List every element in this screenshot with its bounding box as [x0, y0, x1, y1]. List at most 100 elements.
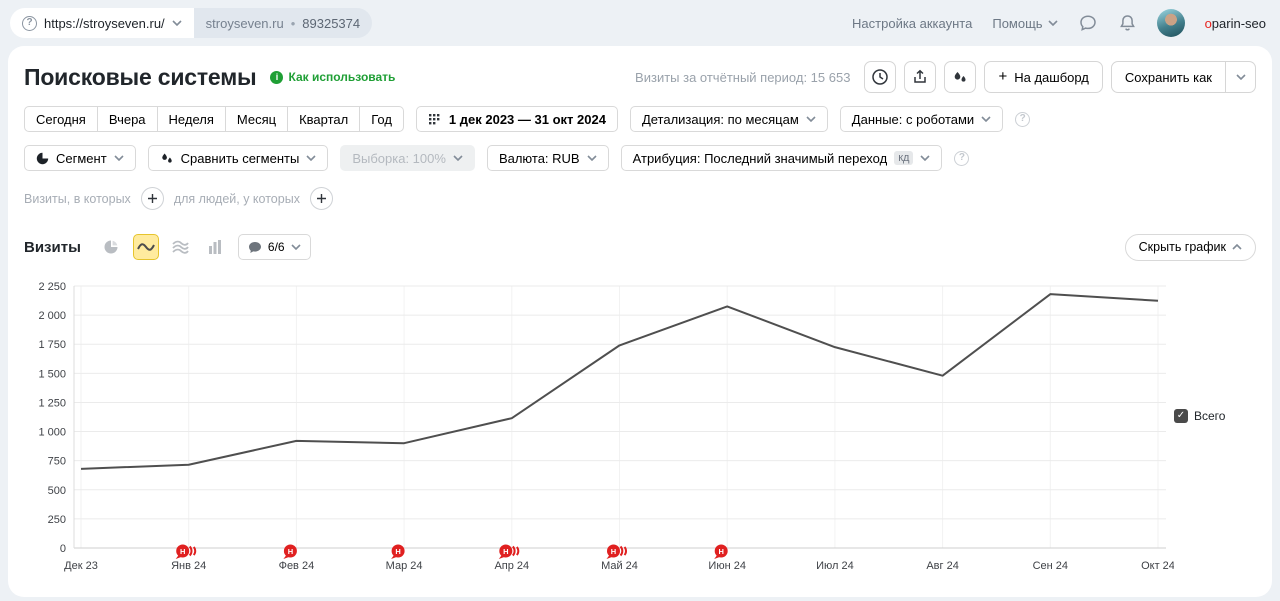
period-group: Сегодня Вчера Неделя Месяц Квартал Год: [24, 106, 404, 132]
save-as-label: Сохранить как: [1124, 69, 1212, 85]
user-menu[interactable]: oparin-seo: [1205, 16, 1266, 31]
svg-text:Н: Н: [395, 547, 400, 556]
period-button[interactable]: Год: [360, 106, 404, 132]
svg-text:250: 250: [48, 514, 66, 526]
svg-text:Авг 24: Авг 24: [926, 560, 958, 572]
svg-text:Дек 23: Дек 23: [64, 560, 98, 572]
counter-name: stroyseven.ru: [205, 15, 284, 31]
report-card: Поисковые системы i Как использовать Виз…: [8, 46, 1272, 597]
period-filter-row: Сегодня Вчера Неделя Месяц Квартал Год 1 дек …: [24, 106, 1256, 132]
svg-text:2 250: 2 250: [38, 281, 66, 293]
chat-icon[interactable]: [1078, 13, 1098, 33]
counter-status-icon: ?: [22, 15, 37, 31]
save-as-menu-button[interactable]: [1226, 61, 1256, 93]
add-user-condition-button[interactable]: [309, 187, 333, 210]
period-button[interactable]: Вчера: [97, 106, 158, 132]
clock-icon: [872, 69, 889, 85]
svg-text:Янв 24: Янв 24: [171, 560, 206, 572]
date-range-button[interactable]: 1 дек 2023 — 31 окт 2024: [415, 106, 618, 132]
svg-text:750: 750: [48, 456, 66, 468]
report-header: Поисковые системы i Как использовать Виз…: [24, 60, 1256, 94]
svg-text:1 750: 1 750: [38, 339, 66, 351]
sampling-dropdown: Выборка: 100%: [340, 145, 475, 171]
chevron-down-icon: [306, 155, 316, 161]
currency-dropdown[interactable]: Валюта: RUB: [486, 145, 609, 171]
chevron-down-icon: [981, 116, 991, 122]
how-to-use-link[interactable]: i Как использовать: [270, 70, 395, 84]
visits-chart[interactable]: 0 250 500 750 1 000 1 250 1 500 1 750 2 000 2 250…: [24, 272, 1174, 579]
account-settings-link[interactable]: Настройка аккаунта: [852, 16, 972, 31]
topbar: ? https://stroyseven.ru/ stroyseven.ru •…: [0, 0, 1280, 46]
chart-type-columns-button[interactable]: [203, 234, 229, 260]
export-button[interactable]: [904, 61, 937, 93]
plus-icon: [147, 194, 157, 203]
data-mode-dropdown[interactable]: Данные: с роботами: [839, 106, 1004, 132]
svg-text:2 000: 2 000: [38, 310, 66, 322]
labels-button[interactable]: [944, 61, 977, 93]
compare-segments-label: Сравнить сегменты: [180, 150, 300, 166]
segment-dropdown[interactable]: Сегмент: [24, 145, 136, 171]
chevron-down-icon: [806, 116, 816, 122]
svg-text:Н: Н: [288, 547, 293, 556]
svg-text:Окт 24: Окт 24: [1141, 560, 1174, 572]
info-icon: i: [270, 70, 284, 84]
compare-segments-dropdown[interactable]: Сравнить сегменты: [147, 145, 329, 171]
add-to-dashboard-button[interactable]: + На дашборд: [984, 61, 1103, 93]
period-button[interactable]: Неделя: [157, 106, 226, 132]
compare-drops-icon: [161, 153, 172, 163]
add-visit-condition-button[interactable]: [140, 187, 164, 210]
avatar[interactable]: [1156, 9, 1185, 37]
help-menu[interactable]: Помощь: [992, 16, 1058, 31]
svg-text:0: 0: [60, 543, 66, 555]
counter-switcher[interactable]: ? https://stroyseven.ru/ stroyseven.ru •…: [10, 8, 373, 38]
chevron-down-icon: [291, 244, 301, 250]
calendar-grid-icon: [428, 113, 440, 124]
svg-text:Н: Н: [611, 547, 616, 556]
help-question-icon[interactable]: ?: [1015, 111, 1031, 127]
hide-chart-button[interactable]: Скрыть график: [1124, 233, 1256, 261]
user-initial: o: [1204, 15, 1212, 31]
save-as-split-button: Сохранить как: [1110, 61, 1256, 93]
chart-area: 0 250 500 750 1 000 1 250 1 500 1 750 2 000 2 250…: [24, 272, 1256, 579]
account-settings-label: Настройка аккаунта: [852, 15, 973, 31]
chevron-down-icon: [920, 155, 930, 161]
user-name: parin-seo: [1211, 15, 1266, 31]
help-question-icon[interactable]: ?: [954, 150, 970, 166]
add-to-dashboard-label: На дашборд: [1014, 69, 1089, 85]
svg-text:Сен 24: Сен 24: [1033, 560, 1068, 572]
chart-legend: ✓ Всего: [1174, 272, 1256, 579]
period-button[interactable]: Квартал: [288, 106, 361, 132]
chart-type-line-button[interactable]: [132, 234, 159, 260]
chart-controls: Визиты 6/6 Скрыть график: [24, 233, 1256, 261]
detail-dropdown[interactable]: Детализация: по месяцам: [629, 106, 828, 132]
notifications-bell-icon[interactable]: [1118, 13, 1137, 33]
history-clock-button[interactable]: [864, 61, 897, 93]
legend-checkbox[interactable]: ✓: [1174, 408, 1188, 423]
visits-summary: Визиты за отчётный период: 15 653: [635, 69, 851, 85]
chart-type-pie-button[interactable]: [98, 234, 124, 260]
attribution-label: Атрибуция: Последний значимый переход: [632, 150, 888, 166]
chevron-down-icon: [172, 20, 182, 26]
svg-text:Май 24: Май 24: [601, 560, 638, 572]
chart-type-area-button[interactable]: [168, 234, 194, 260]
counter-url: https://stroyseven.ru/: [44, 15, 165, 31]
period-button[interactable]: Сегодня: [24, 106, 98, 132]
svg-text:1 500: 1 500: [38, 368, 66, 380]
stacked-area-icon: [172, 240, 190, 254]
counter-info-segment[interactable]: stroyseven.ru • 89325374: [193, 8, 373, 38]
line-chart-icon: [136, 243, 155, 251]
svg-text:Апр 24: Апр 24: [494, 560, 529, 572]
visits-in-which-label: Визиты, в которых: [24, 191, 131, 206]
svg-text:1 250: 1 250: [38, 397, 66, 409]
svg-text:Июл 24: Июл 24: [816, 560, 854, 572]
sampling-label: Выборка: 100%: [352, 150, 446, 166]
data-mode-label: Данные: с роботами: [851, 111, 975, 127]
column-chart-icon: [208, 240, 221, 254]
topbar-right: Настройка аккаунта Помощь oparin-seo: [852, 9, 1266, 37]
period-button[interactable]: Месяц: [225, 106, 289, 132]
goals-count: 6/6: [267, 240, 285, 254]
attribution-dropdown[interactable]: Атрибуция: Последний значимый переход кд: [620, 145, 943, 171]
save-as-button[interactable]: Сохранить как: [1110, 61, 1226, 93]
goals-selector-button[interactable]: 6/6: [237, 234, 311, 260]
counter-url-segment[interactable]: ? https://stroyseven.ru/: [10, 8, 194, 38]
